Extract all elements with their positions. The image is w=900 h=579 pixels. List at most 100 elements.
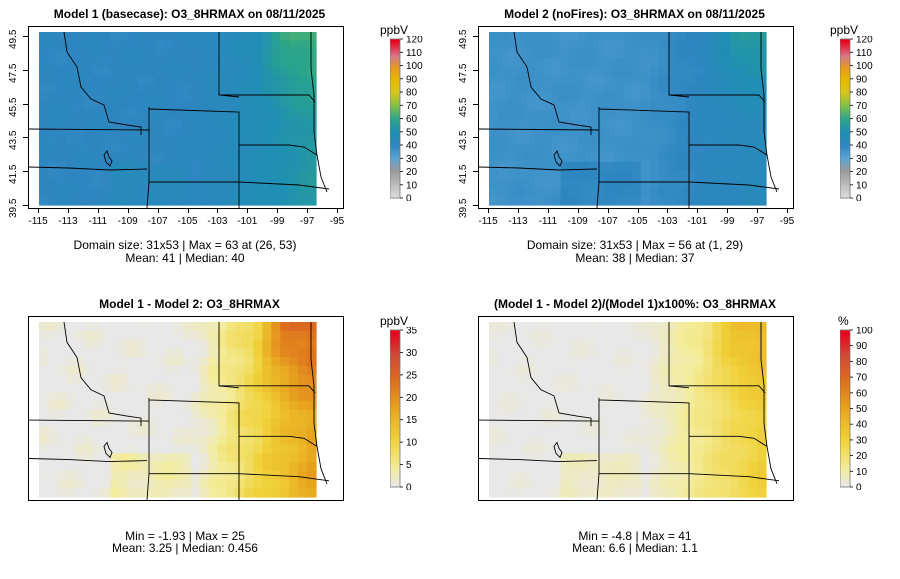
heatmap-cell [181, 435, 192, 446]
heatmap-cell [280, 161, 290, 171]
colorbar-segment [840, 395, 850, 399]
heatmap-cell [587, 400, 597, 411]
heatmap-cell [506, 400, 517, 411]
state-boundary [596, 473, 600, 500]
heatmap-cell [244, 409, 255, 419]
heatmap-cell [298, 32, 308, 42]
heatmap-cell [262, 453, 272, 463]
heatmap-cell [533, 383, 544, 393]
heatmap-cell [199, 427, 210, 437]
heatmap-cell [280, 153, 290, 163]
heatmap-cell [757, 339, 767, 349]
heatmap-cell [524, 101, 535, 111]
heatmap-cell [92, 462, 103, 472]
colorbar-segment [390, 442, 400, 446]
heatmap-cell [587, 179, 597, 189]
heatmap-cell [217, 435, 228, 446]
heatmap-cell [39, 118, 49, 128]
heatmap-cell [551, 488, 562, 498]
heatmap-cell [39, 92, 49, 102]
great-salt-lake [553, 441, 563, 459]
heatmap-cell [226, 374, 237, 384]
heatmap-cell [271, 127, 281, 137]
heatmap-cell [244, 179, 255, 189]
heatmap-cell [226, 392, 237, 402]
heatmap-cell [721, 427, 731, 437]
colorbar-segment [390, 115, 400, 120]
heatmap-cell [551, 187, 562, 197]
heatmap-cell [551, 444, 562, 454]
heatmap-cell [39, 57, 49, 68]
heatmap-cell [289, 479, 299, 489]
heatmap-cell [730, 400, 740, 411]
heatmap-cell [298, 153, 308, 163]
heatmap-cell [181, 409, 192, 419]
heatmap-cell [721, 40, 731, 50]
x-tick-label: -115 [28, 216, 48, 227]
heatmap-cell [119, 418, 129, 428]
heatmap-cell [298, 470, 308, 481]
heatmap-cell [578, 66, 588, 76]
heatmap-cell [515, 118, 526, 128]
heatmap-cell [65, 118, 76, 128]
heatmap-cell [47, 49, 58, 59]
heatmap-cell [83, 453, 94, 463]
heatmap-cell [614, 32, 624, 42]
heatmap-cell [128, 322, 138, 332]
colorbar-segment [840, 65, 850, 69]
heatmap-cell [623, 488, 633, 498]
y-tick [473, 103, 478, 105]
heatmap-cell [92, 135, 103, 146]
colorbar-segment [390, 445, 400, 449]
state-boundary [310, 322, 328, 484]
heatmap-cell [623, 427, 633, 437]
heatmap-cell [235, 83, 246, 94]
heatmap-cell [524, 409, 535, 419]
heatmap-cell [190, 435, 201, 446]
heatmap-cell [208, 66, 219, 76]
heatmap-cell [83, 179, 94, 189]
heatmap-cell [128, 488, 138, 498]
stats-line-1: Min = -4.8 | Max = 41 [578, 529, 692, 543]
colorbar-segment [390, 142, 400, 146]
heatmap-cell [92, 92, 103, 102]
heatmap-cell [578, 374, 588, 384]
heatmap-cell [569, 383, 579, 393]
state-boundary [29, 419, 150, 422]
colorbar-segment [390, 105, 400, 109]
heatmap-cell [262, 427, 272, 437]
heatmap-cell [244, 66, 255, 76]
great-salt-lake [103, 150, 113, 167]
heatmap-cell [578, 322, 588, 332]
heatmap-cell [128, 400, 138, 411]
heatmap-cell [253, 40, 263, 50]
colorbar-tick-label: 50 [406, 127, 418, 138]
heatmap-cell [56, 357, 67, 367]
colorbar-segment [840, 452, 850, 457]
heatmap-cell [676, 418, 687, 428]
heatmap-cell [190, 339, 201, 349]
colorbar-segment [840, 411, 850, 415]
heatmap-cell [578, 32, 588, 42]
heatmap-cell [155, 365, 165, 376]
heatmap-cell [137, 330, 147, 341]
heatmap-cell [146, 75, 156, 85]
heatmap-cell [83, 383, 94, 393]
heatmap-cell [614, 330, 624, 341]
colorbar-segment [840, 392, 850, 397]
heatmap-cell [217, 330, 228, 341]
colorbar-segment [390, 39, 400, 43]
heatmap-cell [56, 348, 67, 358]
colorbar-segment [390, 434, 400, 438]
heatmap-cell [712, 427, 722, 437]
heatmap-cell [685, 330, 696, 341]
heatmap-cell [757, 170, 767, 180]
heatmap-cell [155, 135, 165, 146]
heatmap-cell [262, 101, 272, 111]
heatmap-cell [560, 153, 571, 163]
heatmap-cell [217, 92, 228, 102]
heatmap-cell [217, 49, 228, 59]
x-tick [127, 208, 129, 213]
heatmap-cell [748, 170, 758, 180]
